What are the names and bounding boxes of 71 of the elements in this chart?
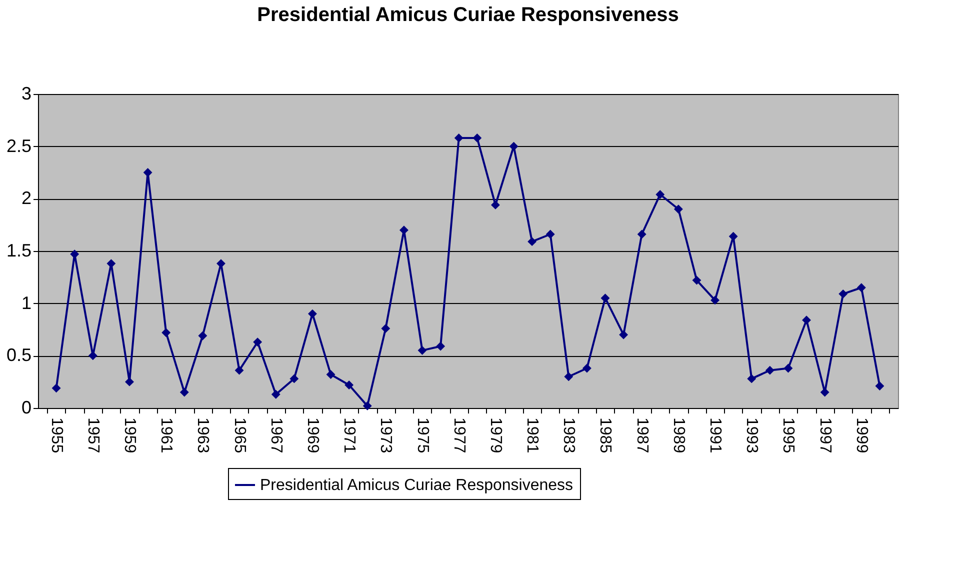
point [326, 370, 336, 379]
x-tick-label: 1957 [84, 418, 102, 454]
y-tick-label: 0 [21, 398, 32, 418]
x-tick-label: 1977 [450, 418, 468, 454]
point [656, 190, 665, 199]
point [875, 382, 884, 390]
point [418, 346, 427, 355]
point [582, 364, 592, 373]
point [838, 289, 848, 298]
x-tick-label: 1991 [706, 418, 724, 454]
x-tick-label: 1997 [816, 418, 834, 454]
x-tick-label: 1961 [158, 418, 175, 454]
point [253, 338, 262, 347]
point [162, 328, 171, 338]
point [180, 388, 189, 397]
point [692, 276, 702, 285]
x-tick-label: 1965 [230, 418, 248, 454]
x-tick-label: 1983 [560, 418, 578, 454]
x-tick-label: 1971 [340, 418, 358, 454]
point [856, 283, 866, 292]
point [308, 309, 317, 318]
x-tick-label: 1969 [304, 418, 321, 454]
point [472, 133, 482, 142]
y-tick-label: 3 [21, 84, 32, 104]
x-tick-label: 1963 [194, 418, 212, 454]
x-tick-label: 1987 [633, 418, 650, 454]
x-tick-label: 1985 [596, 418, 614, 454]
point [784, 364, 793, 373]
point [619, 330, 628, 340]
point [546, 230, 555, 239]
chart-title: Presidential Amicus Curiae Responsiveness [257, 4, 679, 26]
x-tick-label: 1973 [377, 418, 394, 454]
point [509, 142, 518, 151]
y-tick-label: 0.5 [6, 345, 32, 366]
x-tick-label: 1967 [267, 418, 284, 454]
point [344, 380, 354, 390]
x-tick-label: 1975 [414, 418, 431, 454]
x-tick-label: 1999 [852, 418, 870, 454]
point [234, 366, 244, 375]
x-tick-label: 1995 [780, 418, 797, 454]
point [765, 366, 774, 375]
point [674, 204, 683, 214]
point [728, 232, 738, 241]
legend-label: Presidential Amicus Curiae Responsiveness [260, 477, 574, 494]
point [381, 324, 390, 333]
point [710, 296, 720, 305]
point [747, 374, 756, 384]
y-tick-label: 1 [21, 292, 32, 313]
point [271, 390, 280, 399]
point [436, 342, 446, 351]
x-tick-label: 1979 [486, 418, 504, 454]
y-tick-label: 2 [21, 188, 32, 208]
point [637, 230, 646, 239]
x-tick-label: 1989 [670, 418, 687, 454]
x-tick-label: 1993 [743, 418, 760, 454]
point [290, 374, 299, 384]
point [52, 384, 61, 393]
y-tick-label: 1.5 [6, 240, 32, 260]
point [528, 237, 537, 246]
x-tick-label: 1955 [48, 418, 65, 454]
point [600, 294, 610, 303]
point [143, 168, 152, 177]
point [564, 372, 574, 382]
x-tick-label: 1959 [120, 418, 138, 454]
point [454, 133, 464, 142]
y-tick-label: 2.5 [6, 136, 32, 156]
point [362, 401, 372, 410]
point [802, 316, 811, 325]
point [198, 331, 208, 340]
point [490, 200, 500, 210]
x-tick-label: 1981 [524, 418, 541, 454]
